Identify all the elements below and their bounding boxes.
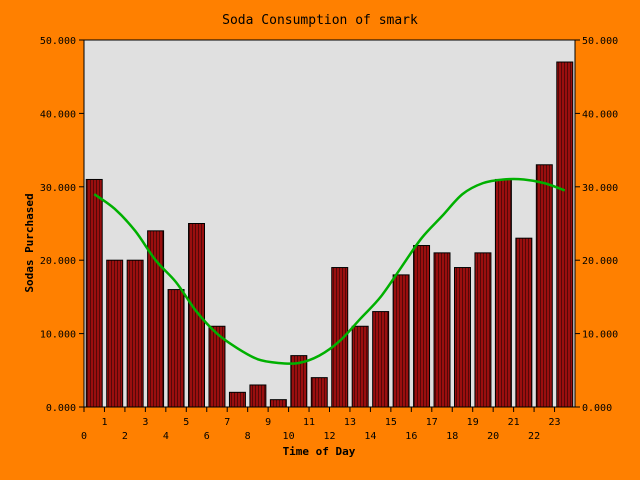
trend-line [93, 177, 566, 365]
y-tick-label-left: 40.000 [40, 109, 76, 120]
x-tick-label: 13 [344, 417, 356, 428]
bar-11 [310, 377, 328, 408]
bar-22 [535, 164, 553, 408]
x-tick-label: 7 [224, 417, 230, 428]
x-tick-label: 0 [81, 431, 87, 442]
bar-0 [85, 178, 103, 408]
x-tick-label: 14 [364, 431, 376, 442]
x-tick-label: 3 [142, 417, 148, 428]
bar-5 [188, 223, 205, 408]
x-tick-label: 23 [549, 417, 561, 428]
bar-13 [351, 325, 369, 408]
y-axis-label: Sodas Purchased [23, 193, 36, 292]
y-tick-label-right: 50.000 [582, 36, 618, 47]
x-tick-label: 11 [303, 417, 315, 428]
y-tick-label-right: 0.000 [582, 403, 612, 414]
x-tick-label: 2 [122, 431, 128, 442]
y-tick-label-right: 40.000 [582, 109, 618, 120]
x-tick-label: 8 [245, 431, 251, 442]
y-tick-label-right: 20.000 [582, 256, 618, 267]
chart-title: Soda Consumption of smark [222, 13, 418, 28]
y-tick-label-right: 30.000 [582, 183, 618, 194]
bar-8 [249, 384, 267, 408]
y-tick-label-left: 20.000 [40, 256, 76, 267]
x-tick-label: 18 [446, 431, 458, 442]
bar-20 [494, 178, 512, 408]
y-tick-label-right: 10.000 [582, 330, 618, 341]
y-tick-label-left: 30.000 [40, 183, 76, 194]
bar-3 [147, 230, 165, 408]
x-tick-label: 9 [265, 417, 271, 428]
axes-layer: 0.000 0.000 10.000 10.000 20.000 20.000 30.000… [40, 36, 618, 442]
y-tick-label-left: 0.000 [46, 403, 76, 414]
x-tick-label: 10 [283, 431, 295, 442]
x-tick-label: 5 [183, 417, 189, 428]
x-axis-label: Time of Day [283, 445, 356, 458]
bar-17 [433, 252, 451, 408]
bar-9 [269, 399, 287, 408]
x-tick-label: 17 [426, 417, 438, 428]
y-tick-label-left: 10.000 [40, 330, 76, 341]
x-tick-label: 15 [385, 417, 397, 428]
x-tick-label: 1 [101, 417, 107, 428]
bar-15 [392, 274, 410, 408]
x-tick-label: 20 [487, 431, 499, 442]
x-tick-label: 22 [528, 431, 540, 442]
x-tick-label: 16 [405, 431, 417, 442]
x-tick-label: 6 [204, 431, 210, 442]
bar-14 [372, 311, 390, 408]
x-tick-label: 19 [467, 417, 479, 428]
bar-1 [106, 259, 124, 408]
bar-7 [228, 391, 246, 408]
bar-4 [167, 289, 185, 408]
bar-18 [454, 267, 471, 408]
bar-19 [474, 252, 492, 408]
bar-21 [515, 237, 533, 408]
plot-area [84, 40, 575, 407]
x-tick-label: 4 [163, 431, 169, 442]
x-tick-label: 12 [323, 431, 335, 442]
y-tick-label-left: 50.000 [40, 36, 76, 47]
bars-layer [85, 61, 574, 408]
bar-16 [413, 245, 431, 408]
bar-12 [331, 267, 349, 408]
x-tick-label: 21 [508, 417, 520, 428]
bar-23 [556, 61, 574, 408]
bar-2 [126, 259, 144, 408]
